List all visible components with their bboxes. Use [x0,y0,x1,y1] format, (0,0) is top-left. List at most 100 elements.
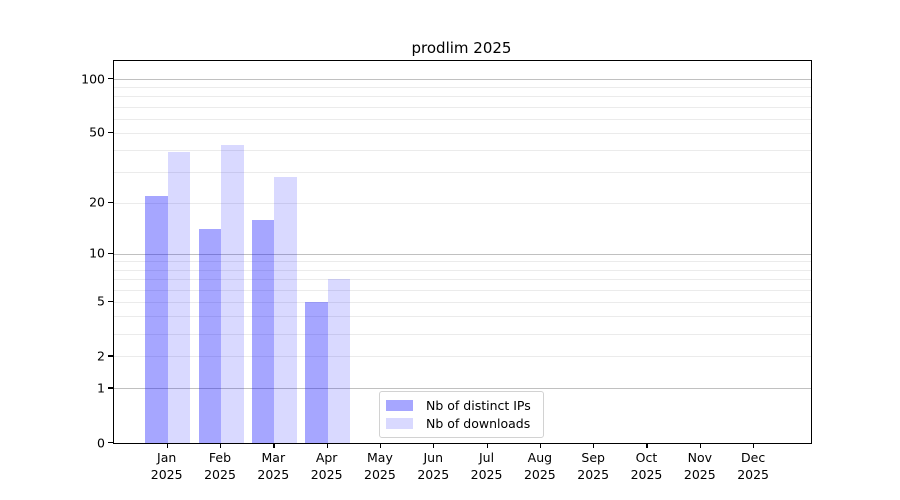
x-tick-mark [753,443,755,448]
minor-gridline [114,87,811,89]
major-gridline [114,253,811,255]
bar-distinct-ips [145,195,168,443]
x-tick-year: 2025 [257,467,290,482]
minor-gridline [114,301,811,303]
x-tick-label: Jun 2025 [417,449,449,483]
minor-gridline [114,118,811,120]
y-tick-mark [108,300,113,302]
x-tick-mark [699,443,701,448]
y-tick-label: 0 [97,435,105,450]
y-tick-label: 50 [89,124,105,140]
x-tick-month: Jul [479,450,495,465]
y-tick-mark [108,201,113,204]
minor-gridline [114,269,811,271]
x-tick-label: Nov 2025 [684,449,716,483]
x-tick-label: Oct 2025 [631,449,663,483]
x-tick-month: Nov [687,450,712,465]
chart-title: prodlim 2025 [411,39,512,57]
y-tick-mark [108,355,113,357]
x-tick-year: 2025 [630,467,663,482]
bar-downloads [274,177,297,443]
x-tick-year: 2025 [417,467,450,482]
x-tick-label: Aug 2025 [524,449,556,483]
minor-gridline [114,150,811,152]
x-tick-month: Feb [208,450,232,465]
x-tick-year: 2025 [150,467,183,482]
x-tick-year: 2025 [310,467,343,482]
legend-items: Nb of distinct IPs Nb of downloads [386,397,535,433]
legend-label: Nb of downloads [426,416,531,431]
x-tick-year: 2025 [737,467,770,482]
x-tick-mark [433,443,435,448]
minor-gridline [114,132,811,134]
x-tick-label: Jan 2025 [151,449,183,483]
y-tick-label: 20 [89,194,105,210]
x-tick-label: Apr 2025 [311,449,343,483]
x-tick-month: Sep [581,450,605,465]
bar-distinct-ips [198,229,221,443]
minor-gridline [114,279,811,281]
x-tick-year: 2025 [204,467,236,482]
y-tick-label: 5 [97,293,105,309]
y-tick-mark [108,387,113,389]
x-tick-year: 2025 [683,467,716,482]
x-tick-mark [326,443,328,448]
x-tick-mark [646,443,648,448]
x-tick-month: Apr [315,450,338,465]
minor-gridline [114,261,811,263]
x-tick-month: Jun [423,450,444,465]
plot-area [113,60,812,444]
legend-row: Nb of downloads [386,415,535,433]
y-tick-label: 10 [89,245,105,261]
minor-gridline [114,289,811,291]
x-tick-month: May [367,450,393,465]
y-tick-label: 2 [97,348,105,364]
x-tick-month: Dec [741,450,766,465]
y-tick-label: 100 [81,71,105,87]
y-tick-mark [108,131,113,134]
x-tick-year: 2025 [577,467,610,482]
minor-gridline [114,202,811,204]
x-tick-label: May 2025 [364,449,396,483]
minor-gridline [114,106,811,108]
x-tick-mark [539,443,542,448]
x-tick-year: 2025 [523,467,556,482]
legend-swatch-distinct-ips [386,400,413,411]
minor-gridline [114,172,811,174]
x-tick-mark [166,443,168,448]
bar-downloads [167,152,191,443]
x-tick-month: Jan [157,450,177,465]
y-tick-label: 1 [97,380,105,396]
x-tick-year: 2025 [364,467,396,482]
major-gridline [114,388,811,390]
x-tick-mark [273,443,275,448]
x-tick-month: Oct [635,450,658,465]
x-tick-label: Feb 2025 [204,449,236,483]
x-tick-mark [220,443,222,448]
x-tick-label: Sep 2025 [577,449,609,483]
bar-downloads [327,279,351,443]
major-gridline [114,79,811,81]
legend: Nb of distinct IPs Nb of downloads [379,391,544,438]
y-tick-mark [108,252,113,255]
legend-row: Nb of distinct IPs [386,397,535,415]
y-tick-mark [108,78,113,80]
bar-downloads [221,144,244,443]
bar-distinct-ips [305,301,328,443]
bar-distinct-ips [251,219,275,443]
legend-label: Nb of distinct IPs [426,398,531,413]
x-tick-label: Mar 2025 [257,449,289,483]
minor-gridline [114,356,811,358]
minor-gridline [114,316,811,318]
x-tick-mark [593,443,595,448]
minor-gridline [114,333,811,335]
x-tick-month: Mar [261,450,286,465]
x-tick-year: 2025 [470,467,503,482]
x-tick-label: Jul 2025 [471,449,503,483]
x-tick-mark [486,443,488,448]
x-tick-month: Aug [527,450,553,465]
x-tick-label: Dec 2025 [737,449,769,483]
y-tick-mark [108,442,113,444]
minor-gridline [114,96,811,98]
